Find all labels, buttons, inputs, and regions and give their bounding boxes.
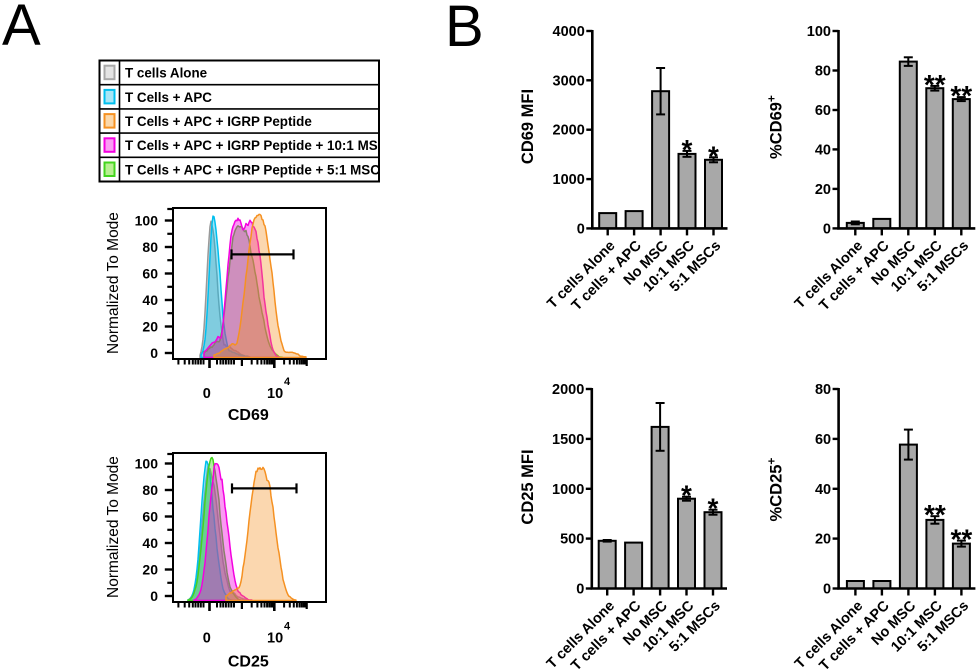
svg-text:0: 0 (150, 345, 158, 361)
svg-text:100: 100 (135, 456, 159, 472)
svg-text:60: 60 (142, 509, 158, 525)
svg-text:Normalized To Mode: Normalized To Mode (105, 456, 122, 598)
svg-text:500: 500 (560, 532, 584, 548)
svg-text:1000: 1000 (552, 482, 584, 498)
svg-text:CD69 MFI: CD69 MFI (519, 89, 537, 164)
svg-text:1500: 1500 (552, 432, 584, 448)
svg-text:80: 80 (142, 239, 158, 255)
svg-text:CD25 MFI: CD25 MFI (519, 449, 537, 524)
svg-text:100: 100 (135, 213, 159, 229)
svg-text:Normalized To Mode: Normalized To Mode (105, 212, 122, 354)
svg-text:0: 0 (823, 582, 831, 598)
svg-text:0: 0 (823, 221, 831, 237)
svg-text:**: ** (950, 80, 972, 111)
svg-text:80: 80 (815, 382, 831, 398)
svg-text:3000: 3000 (553, 73, 585, 89)
svg-text:60: 60 (815, 432, 831, 448)
svg-text:T Cells + APC + IGRP Peptide: T Cells + APC + IGRP Peptide (125, 114, 312, 129)
svg-text:4000: 4000 (553, 24, 585, 40)
svg-text:80: 80 (815, 64, 831, 80)
svg-text:10: 10 (267, 386, 283, 402)
svg-text:A: A (2, 0, 41, 58)
svg-text:0: 0 (577, 221, 585, 237)
svg-text:%CD69+: %CD69+ (765, 95, 786, 159)
svg-text:T cells Alone: T cells Alone (125, 66, 207, 81)
svg-text:20: 20 (815, 532, 831, 548)
svg-text:10: 10 (267, 630, 283, 646)
svg-text:100: 100 (807, 24, 831, 40)
svg-text:CD69: CD69 (228, 407, 269, 424)
svg-text:2000: 2000 (553, 123, 585, 139)
svg-text:0: 0 (150, 588, 158, 604)
svg-text:1000: 1000 (553, 172, 585, 188)
svg-text:T Cells + APC + IGRP Peptide +: T Cells + APC + IGRP Peptide + 5:1 MSC (125, 162, 380, 177)
svg-text:4: 4 (284, 376, 291, 388)
svg-text:T Cells + APC + IGRP Peptide +: T Cells + APC + IGRP Peptide + 10:1 MSC (125, 138, 388, 153)
svg-text:40: 40 (142, 292, 158, 308)
svg-text:%CD25+: %CD25+ (765, 458, 786, 522)
svg-text:4: 4 (284, 621, 291, 633)
svg-text:**: ** (924, 499, 946, 530)
svg-text:**: ** (924, 69, 946, 100)
svg-text:40: 40 (142, 535, 158, 551)
svg-text:20: 20 (142, 562, 158, 578)
svg-text:40: 40 (815, 142, 831, 158)
svg-text:60: 60 (142, 266, 158, 282)
svg-text:CD25: CD25 (228, 654, 269, 671)
svg-text:40: 40 (815, 482, 831, 498)
svg-text:80: 80 (142, 482, 158, 498)
svg-text:*: * (681, 480, 692, 511)
svg-text:*: * (708, 140, 719, 171)
svg-text:60: 60 (815, 103, 831, 119)
svg-text:T Cells + APC: T Cells + APC (125, 90, 212, 105)
svg-text:0: 0 (203, 386, 211, 402)
svg-text:*: * (708, 493, 719, 524)
svg-text:0: 0 (203, 630, 211, 646)
svg-text:20: 20 (142, 319, 158, 335)
svg-text:*: * (682, 134, 693, 165)
svg-text:2000: 2000 (552, 382, 584, 398)
svg-text:0: 0 (576, 582, 584, 598)
svg-text:**: ** (951, 524, 973, 555)
svg-text:20: 20 (815, 182, 831, 198)
svg-text:B: B (445, 0, 484, 59)
